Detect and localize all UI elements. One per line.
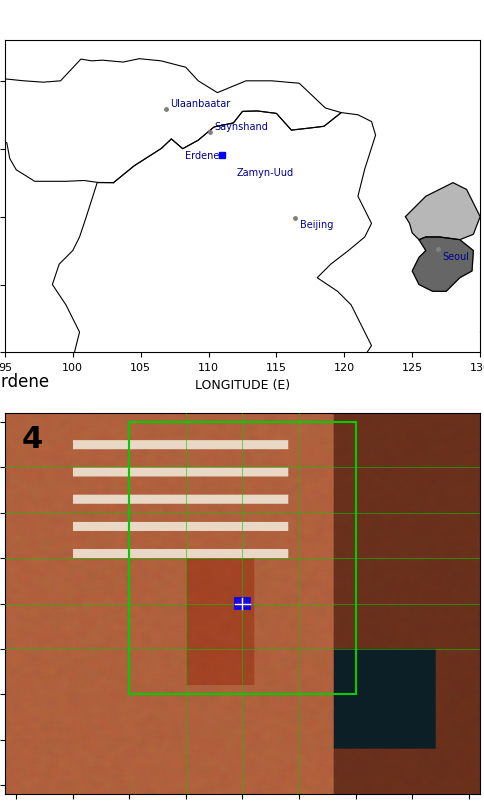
Polygon shape <box>479 319 484 333</box>
Polygon shape <box>482 149 484 339</box>
Bar <box>129 423 355 695</box>
Text: 4: 4 <box>22 425 43 454</box>
X-axis label: LONGITUDE (E): LONGITUDE (E) <box>195 379 289 391</box>
Polygon shape <box>411 237 472 292</box>
Text: Saynshand: Saynshand <box>213 122 267 132</box>
Polygon shape <box>405 184 479 241</box>
Text: Erdene: Erdene <box>185 151 219 160</box>
Text: Seoul: Seoul <box>441 251 468 261</box>
Text: (b) Erdene: (b) Erdene <box>0 373 49 391</box>
Text: Beijing: Beijing <box>299 220 332 230</box>
Bar <box>235 597 249 610</box>
Text: Zamyn-Uud: Zamyn-Uud <box>237 168 294 178</box>
Text: Ulaanbaatar: Ulaanbaatar <box>170 99 230 109</box>
